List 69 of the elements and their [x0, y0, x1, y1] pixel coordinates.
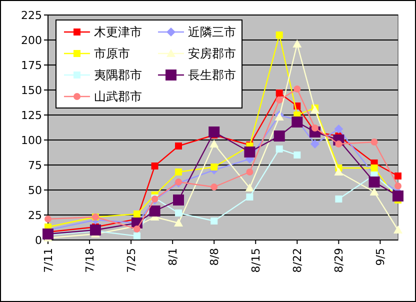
point: [244, 146, 256, 158]
point: [175, 168, 182, 176]
point: [274, 130, 285, 142]
x-tick-label: 7/25: [124, 248, 138, 273]
y-tick-label: 100: [21, 134, 42, 147]
point: [394, 182, 402, 190]
y-tick-label: 225: [21, 8, 42, 22]
point: [394, 226, 402, 234]
point: [210, 140, 219, 148]
point: [210, 184, 218, 190]
y-tick-label: 0: [35, 234, 42, 247]
point: [335, 196, 342, 202]
x-tick-label: 9/5: [374, 248, 388, 266]
point: [394, 172, 402, 180]
x-tick-label: 8/22: [291, 248, 304, 273]
point: [174, 218, 184, 226]
y-tick-label: 75: [28, 158, 42, 172]
point: [276, 90, 283, 96]
point: [370, 138, 378, 146]
point: [210, 218, 218, 224]
point: [334, 168, 344, 176]
y-tick-label: 25: [28, 208, 42, 222]
point: [370, 188, 379, 196]
point: [133, 210, 140, 218]
point: [276, 32, 283, 38]
legend-label: 夷隅郡市: [94, 68, 142, 82]
x-tick-label: 8/15: [249, 248, 262, 273]
x-tick-label: 8/1: [166, 248, 180, 266]
y-tick-label: 125: [21, 108, 42, 122]
point: [334, 124, 344, 134]
point: [294, 86, 301, 92]
point: [210, 164, 218, 170]
point: [151, 162, 158, 170]
point: [90, 224, 101, 236]
point: [245, 184, 254, 192]
point: [175, 210, 182, 216]
point: [173, 194, 184, 206]
point: [175, 142, 182, 150]
legend-label: 近隣三市: [188, 25, 236, 40]
y-tick-label: 175: [21, 58, 42, 72]
x-tick-label: 8/29: [332, 248, 346, 273]
legend-label: 長生郡市: [188, 68, 236, 82]
point: [149, 206, 160, 216]
legend-label: 安房郡市: [188, 46, 236, 61]
point: [292, 40, 302, 48]
y-tick-label: 200: [21, 34, 42, 47]
legend-label: 木更津市: [94, 25, 142, 40]
point: [370, 164, 378, 172]
point: [133, 232, 140, 240]
point: [311, 124, 318, 132]
point: [392, 190, 404, 202]
point: [246, 168, 254, 176]
point: [368, 176, 380, 188]
y-tick-label: 50: [28, 184, 42, 197]
legend-label: 山武郡市: [94, 90, 142, 104]
x-tick-label: 7/11: [42, 248, 55, 273]
point: [292, 116, 303, 128]
point: [133, 226, 140, 232]
x-tick-label: 8/8: [208, 248, 221, 266]
point: [294, 152, 301, 158]
point: [276, 146, 283, 152]
y-tick-label: 150: [21, 84, 42, 97]
point: [276, 96, 283, 104]
legend-label: 市原市: [94, 46, 130, 61]
point: [310, 140, 320, 148]
point: [335, 140, 342, 148]
point: [42, 228, 54, 240]
point: [246, 194, 254, 200]
x-tick-label: 7/18: [83, 248, 96, 273]
